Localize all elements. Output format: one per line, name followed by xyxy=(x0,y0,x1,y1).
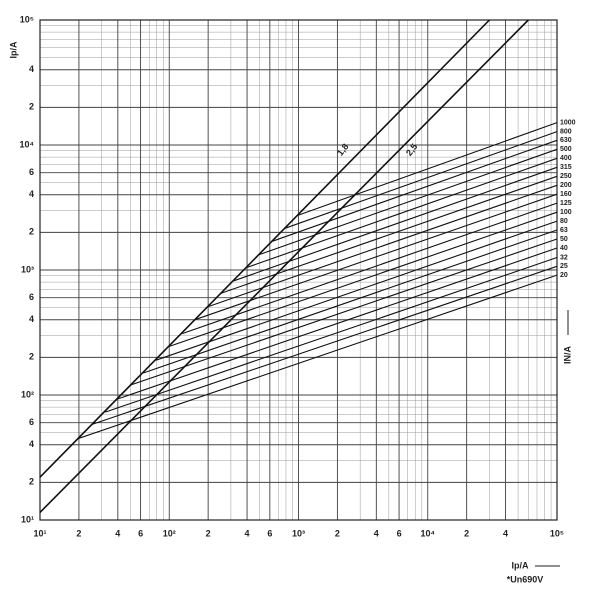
y-tick-label: 10² xyxy=(21,389,34,399)
y-tick-label: 10⁴ xyxy=(20,139,34,149)
y-tick-label: 4 xyxy=(29,64,34,74)
y-axis-label: Ip/A xyxy=(8,41,18,58)
y-tick-label: 6 xyxy=(29,417,34,427)
y-tick-label: 4 xyxy=(29,314,34,324)
diagonal-line xyxy=(39,19,490,478)
x-tick-label: 10⁵ xyxy=(550,528,564,538)
y-tick-label: 6 xyxy=(29,167,34,177)
y-tick-label: 2 xyxy=(29,227,34,237)
legend-label: 400 xyxy=(560,155,572,162)
right-label: IN/A xyxy=(562,345,572,364)
x-tick-label: 4 xyxy=(503,528,508,538)
fuse-line xyxy=(143,229,558,374)
legend-label: 40 xyxy=(560,245,568,252)
y-tick-label: 2 xyxy=(29,477,34,487)
x-tick-label: 10³ xyxy=(292,528,305,538)
y-tick-label: 10³ xyxy=(21,264,34,274)
x-tick-label: 2 xyxy=(335,528,340,538)
fuse-line xyxy=(285,131,558,229)
fuse-line xyxy=(78,274,558,439)
fuse-line xyxy=(117,247,558,400)
y-tick-label: 4 xyxy=(29,439,34,449)
legend-label: 25 xyxy=(560,263,568,270)
legend-label: 1000 xyxy=(560,119,576,126)
y-tick-label: 2 xyxy=(29,352,34,362)
diagonal-line xyxy=(39,19,529,513)
fuse-line xyxy=(130,238,558,386)
fuse-line xyxy=(182,202,558,335)
x-tick-label: 2 xyxy=(206,528,211,538)
fuse-line xyxy=(208,184,558,308)
legend-label: 32 xyxy=(560,254,568,261)
legend-label: 100 xyxy=(560,209,572,216)
fuse-line xyxy=(194,193,558,321)
fuse-line xyxy=(91,265,558,426)
fuse-line xyxy=(220,175,558,294)
legend-label: 80 xyxy=(560,218,568,225)
x-tick-label: 10⁴ xyxy=(421,528,435,538)
x-tick-label: 10² xyxy=(163,528,176,538)
y-tick-label: 10⁵ xyxy=(20,14,34,24)
x-tick-label: 4 xyxy=(115,528,120,538)
x-tick-label: 6 xyxy=(138,528,143,538)
x-tick-label: 10¹ xyxy=(33,528,46,538)
fuse-line xyxy=(246,157,558,268)
x-tick-label: 6 xyxy=(397,528,402,538)
legend-label: 160 xyxy=(560,191,572,198)
fuse-line xyxy=(169,211,558,347)
legend-label: 500 xyxy=(560,146,572,153)
x-tick-label: 4 xyxy=(245,528,250,538)
fuse-line xyxy=(155,220,558,361)
y-tick-label: 10¹ xyxy=(21,514,34,524)
legend-label: 200 xyxy=(560,182,572,189)
legend-label: 630 xyxy=(560,137,572,144)
y-tick-label: 6 xyxy=(29,292,34,302)
plot-frame xyxy=(39,19,558,521)
legend-label: 315 xyxy=(560,164,572,171)
fuse-line xyxy=(259,148,558,256)
legend-label: 50 xyxy=(560,236,568,243)
legend-label: 800 xyxy=(560,128,572,135)
x-tick-label: 2 xyxy=(464,528,469,538)
legend-label: 20 xyxy=(560,272,568,279)
x-tick-label: 6 xyxy=(267,528,272,538)
fuse-line xyxy=(105,256,558,413)
fuse-line xyxy=(298,122,558,216)
x-note: *Un690V xyxy=(507,574,544,584)
fuse-line xyxy=(272,139,558,242)
x-tick-label: 4 xyxy=(374,528,379,538)
x-tick-label: 2 xyxy=(76,528,81,538)
y-tick-label: 2 xyxy=(29,102,34,112)
legend-label: 250 xyxy=(560,173,572,180)
x-axis-label: Ip/A xyxy=(512,560,529,570)
y-tick-label: 4 xyxy=(29,189,34,199)
legend-label: 125 xyxy=(560,200,572,207)
fuse-line xyxy=(233,166,558,282)
legend-label: 63 xyxy=(560,227,568,234)
